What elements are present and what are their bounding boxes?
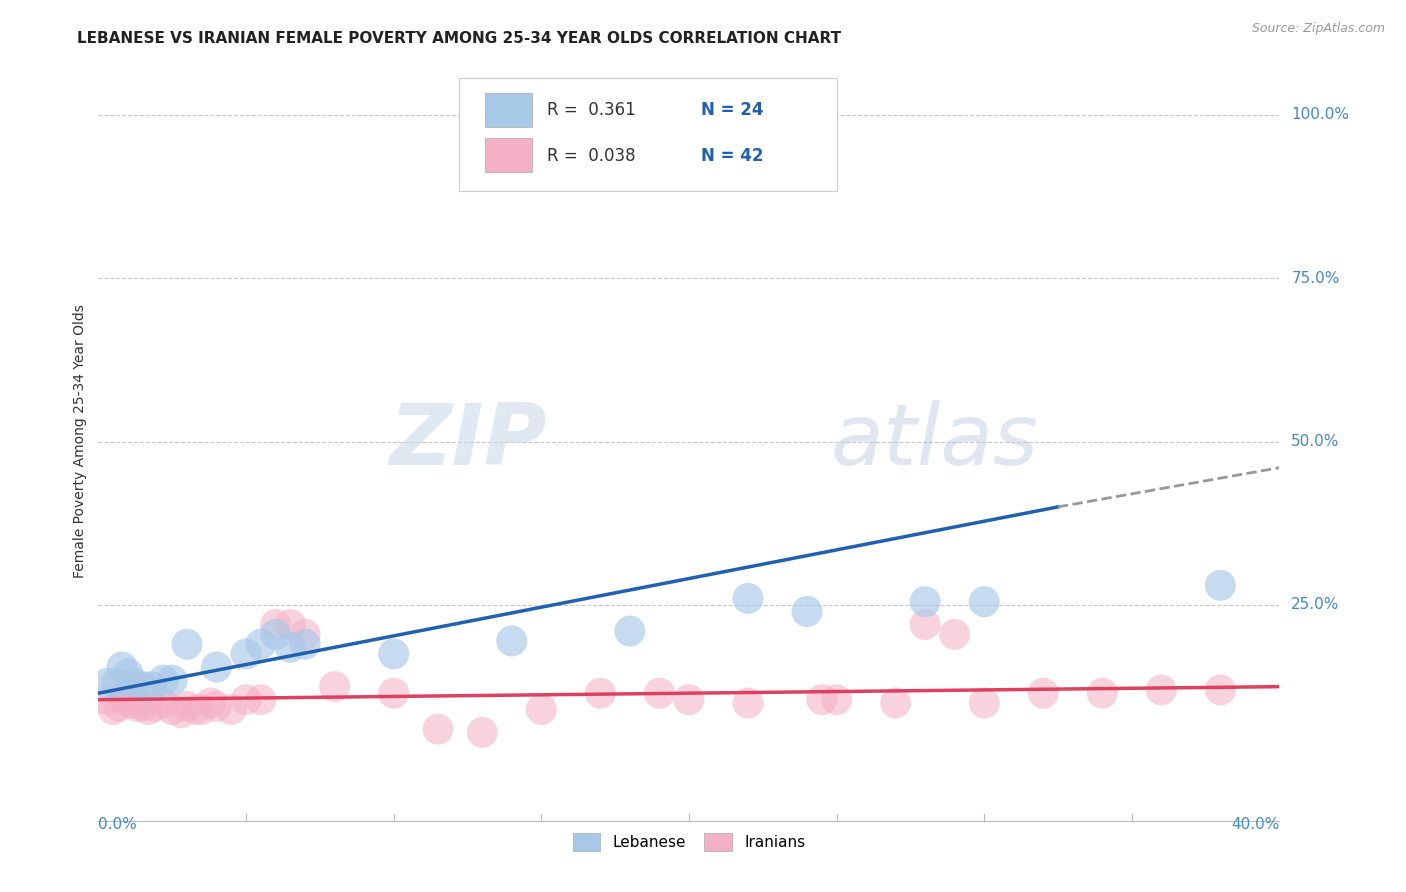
Point — [152, 673, 174, 687]
Text: R =  0.361: R = 0.361 — [547, 101, 636, 120]
Point — [221, 702, 243, 716]
Point — [810, 692, 832, 706]
Text: N = 42: N = 42 — [700, 146, 763, 165]
Text: 25.0%: 25.0% — [1291, 598, 1340, 613]
Text: 50.0%: 50.0% — [1291, 434, 1340, 449]
Point — [200, 696, 222, 710]
Point — [250, 692, 273, 706]
Point — [138, 702, 160, 716]
Legend: Lebanese, Iranians: Lebanese, Iranians — [565, 826, 813, 858]
Point — [264, 617, 287, 632]
Point — [1032, 686, 1054, 700]
Point — [117, 666, 139, 681]
Point — [648, 686, 671, 700]
Point — [141, 680, 163, 694]
Text: N = 24: N = 24 — [700, 101, 763, 120]
Point — [235, 692, 257, 706]
Point — [1209, 578, 1232, 592]
Y-axis label: Female Poverty Among 25-34 Year Olds: Female Poverty Among 25-34 Year Olds — [73, 304, 87, 579]
FancyBboxPatch shape — [485, 93, 531, 127]
FancyBboxPatch shape — [485, 138, 531, 172]
Point — [96, 692, 118, 706]
Point — [973, 696, 995, 710]
Point — [280, 617, 302, 632]
Point — [143, 699, 166, 714]
Point — [501, 633, 523, 648]
Point — [1150, 682, 1173, 697]
Text: 0.0%: 0.0% — [98, 817, 138, 832]
Point — [170, 706, 193, 720]
Point — [152, 696, 174, 710]
FancyBboxPatch shape — [458, 78, 837, 191]
Text: 40.0%: 40.0% — [1232, 817, 1279, 832]
Text: Source: ZipAtlas.com: Source: ZipAtlas.com — [1251, 22, 1385, 36]
Point — [589, 686, 612, 700]
Point — [825, 692, 848, 706]
Point — [619, 624, 641, 639]
Point — [914, 595, 936, 609]
Text: ZIP: ZIP — [389, 400, 547, 483]
Point — [176, 699, 198, 714]
Point — [471, 725, 494, 739]
Point — [205, 699, 228, 714]
Point — [122, 676, 145, 690]
Point — [382, 686, 405, 700]
Point — [294, 637, 316, 651]
Point — [103, 702, 125, 716]
Point — [184, 702, 207, 716]
Point — [884, 696, 907, 710]
Point — [111, 660, 134, 674]
Point — [120, 696, 142, 710]
Point — [132, 699, 155, 714]
Point — [264, 627, 287, 641]
Point — [108, 699, 131, 714]
Point — [132, 680, 155, 694]
Point — [796, 605, 818, 619]
Point — [1209, 682, 1232, 697]
Point — [382, 647, 405, 661]
Text: LEBANESE VS IRANIAN FEMALE POVERTY AMONG 25-34 YEAR OLDS CORRELATION CHART: LEBANESE VS IRANIAN FEMALE POVERTY AMONG… — [77, 31, 841, 46]
Point — [105, 676, 128, 690]
Point — [191, 702, 214, 716]
Text: R =  0.038: R = 0.038 — [547, 146, 636, 165]
Point — [678, 692, 700, 706]
Point — [530, 702, 553, 716]
Point — [250, 637, 273, 651]
Text: atlas: atlas — [831, 400, 1039, 483]
Point — [323, 680, 346, 694]
Point — [162, 702, 183, 716]
Point — [96, 676, 118, 690]
Point — [294, 627, 316, 641]
Point — [973, 595, 995, 609]
Point — [943, 627, 966, 641]
Point — [114, 692, 136, 706]
Point — [737, 696, 759, 710]
Point — [235, 647, 257, 661]
Point — [176, 637, 198, 651]
Point — [427, 722, 450, 736]
Point — [914, 617, 936, 632]
Point — [162, 673, 183, 687]
Text: 75.0%: 75.0% — [1291, 270, 1340, 285]
Point — [280, 640, 302, 655]
Point — [125, 699, 148, 714]
Point — [737, 591, 759, 606]
Text: 100.0%: 100.0% — [1291, 107, 1350, 122]
Point — [1091, 686, 1114, 700]
Point — [205, 660, 228, 674]
